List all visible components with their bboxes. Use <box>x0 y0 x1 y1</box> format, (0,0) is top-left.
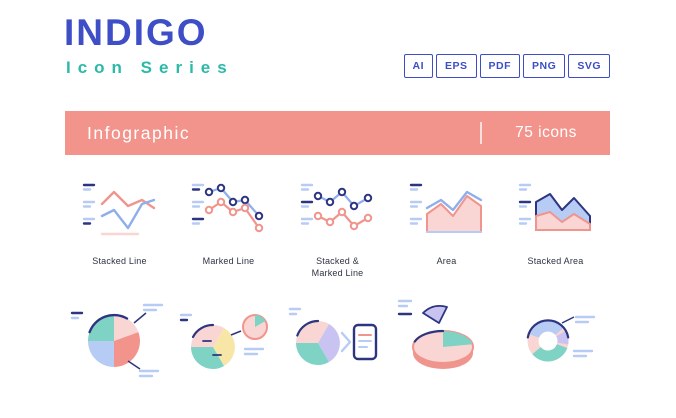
icon-tile <box>283 293 392 389</box>
brand-title: INDIGO <box>64 12 208 53</box>
format-badge-ai: AI <box>403 54 434 78</box>
pie-chart-detail-icon <box>179 314 268 370</box>
icon-label: Marked Line <box>202 256 255 266</box>
pie-chart-icon <box>70 304 163 378</box>
stacked-line-icon <box>82 183 155 236</box>
format-badge-png: PNG <box>523 54 566 78</box>
category-title: Infographic <box>87 122 191 143</box>
banner-divider <box>480 122 482 144</box>
icon-label: Area <box>436 256 457 266</box>
icon-tile <box>501 293 610 389</box>
icon-tile <box>174 293 283 389</box>
stacked-area-icon <box>518 183 591 231</box>
format-badge-eps: EPS <box>436 54 477 78</box>
pie-chart-3d-icon <box>397 300 474 370</box>
area-icon <box>409 183 482 233</box>
stacked-marked-line-icon <box>300 183 372 231</box>
icon-row-2 <box>65 293 610 389</box>
icon-tile: Stacked Line <box>65 176 174 279</box>
icon-tile: Stacked Area <box>501 176 610 279</box>
category-banner: Infographic 75 icons <box>65 111 610 155</box>
icon-grid: Stacked Line Marked Line <box>65 176 610 389</box>
icon-label: Stacked Area <box>527 256 584 266</box>
icon-row-1: Stacked Line Marked Line <box>65 176 610 279</box>
donut-chart-icon <box>526 316 595 362</box>
icon-tile <box>392 293 501 389</box>
icon-label: Stacked Line <box>92 256 147 266</box>
format-badge-pdf: PDF <box>479 54 521 78</box>
marked-line-icon <box>191 183 263 233</box>
pie-chart-report-icon <box>288 308 377 366</box>
icon-count: 75 icons <box>515 124 577 141</box>
format-badge-svg: SVG <box>568 54 610 78</box>
icon-label: Stacked & Marked Line <box>311 256 364 279</box>
icon-tile: Marked Line <box>174 176 283 279</box>
brand-subtitle: Icon Series <box>66 58 234 77</box>
format-badges: AI EPS PDF PNG SVG <box>403 54 610 78</box>
icon-tile: Stacked & Marked Line <box>283 176 392 279</box>
icon-tile <box>65 293 174 389</box>
icon-tile: Area <box>392 176 501 279</box>
